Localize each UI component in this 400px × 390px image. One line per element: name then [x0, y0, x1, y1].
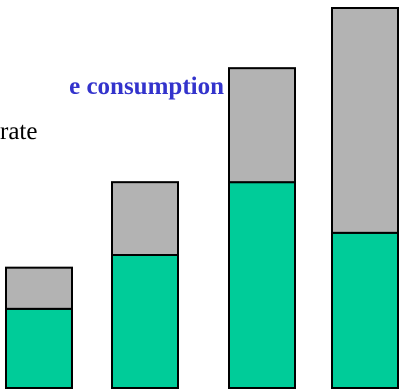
- bar-4-segment-1: [331, 231, 399, 389]
- bar-1-segment-1: [5, 307, 73, 390]
- bars-group: [5, 7, 399, 390]
- bar-2-segment-1: [111, 254, 179, 389]
- bar-2-segment-2: [111, 181, 179, 257]
- bar-1-segment-2: [5, 266, 73, 310]
- chart-subtitle: rate: [0, 118, 37, 145]
- bar-4-segment-2: [331, 7, 399, 234]
- bar-3-segment-2: [228, 67, 296, 184]
- chart-title: e consumption: [69, 73, 224, 100]
- bar-3-segment-1: [228, 181, 296, 389]
